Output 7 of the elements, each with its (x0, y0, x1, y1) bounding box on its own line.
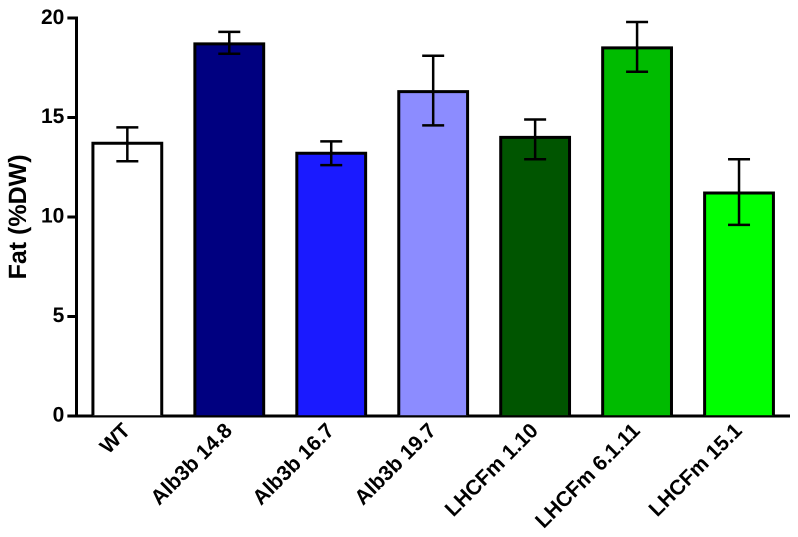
y-tick-label: 10 (41, 204, 64, 228)
y-tick-label: 5 (52, 304, 65, 328)
y-tick-label: 15 (41, 105, 65, 128)
y-tick-label: 0 (52, 404, 64, 427)
y-tick-label: 20 (41, 6, 64, 29)
y-axis-title: Fat (%DW) (4, 154, 32, 280)
x-tick-label: WT (96, 418, 136, 458)
